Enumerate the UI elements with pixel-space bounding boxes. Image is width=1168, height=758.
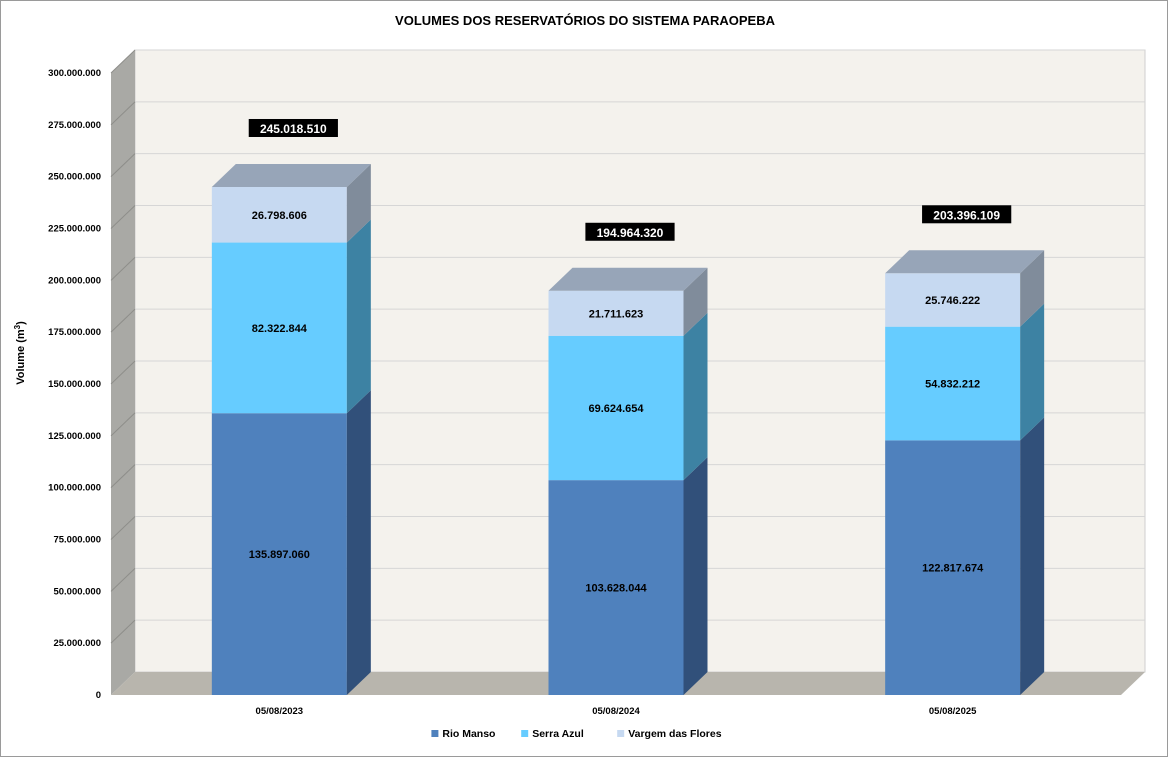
segment-value-label: 82.322.844 [252,323,308,335]
bar-segment-side [683,267,708,336]
y-tick-label: 150.000.000 [48,379,101,390]
legend-swatch [521,730,529,737]
bar-segment-front [885,326,1021,441]
y-tick-label: 175.000.000 [48,327,101,338]
legend-swatch [617,730,625,737]
y-tick-label: 125.000.000 [48,431,101,442]
gridline-side [110,256,136,281]
bar-top [885,250,1045,274]
bar-segment-side [346,163,371,243]
total-value-label: 194.964.320 [597,226,664,240]
y-tick-label: 225.000.000 [48,224,101,235]
segment-value-label: 26.798.606 [252,210,307,222]
y-tick-label: 200.000.000 [48,275,101,286]
bar-segment-side [346,219,371,414]
legend-label: Vargem das Flores [628,728,722,740]
gridline-side [110,412,136,437]
gridline-side [110,464,136,489]
bar-segment-front [885,273,1021,327]
legend-item[interactable]: Vargem das Flores [617,728,722,740]
bar-segment-front [548,290,684,336]
bar-segment-side [1020,303,1045,441]
y-axis-ticks: 0 25.000.000 50.000.000 75.000.000 100.000.0… [48,68,101,701]
y-tick-label: 0 [96,690,101,701]
bar-segment-side [1020,417,1045,695]
y-tick-label: 275.000.000 [48,120,101,131]
bar-segment-front [211,242,347,414]
total-label-box [248,118,338,137]
y-tick-label: 75.000.000 [53,535,101,546]
bar-segment-front [211,186,347,243]
y-tick-label: 25.000.000 [53,638,101,649]
gridline-side [110,619,136,644]
x-tick-label: 05/08/2023 [256,706,304,717]
segment-value-label: 103.628.044 [585,583,647,595]
gridline-side [110,49,136,74]
bar-segment-front [211,413,347,695]
gridline-side [110,101,136,126]
bar-segment-side [1020,250,1045,327]
bar-segment-side [346,390,371,695]
legend-label: Rio Manso [442,728,495,740]
bar-segment-side [683,312,708,481]
gridline-side [110,205,136,229]
legend[interactable]: Rio Manso Serra Azul Vargem das Flores [431,728,722,740]
gridline-side [110,516,136,540]
legend-label: Serra Azul [532,728,584,740]
total-value-label: 203.396.109 [933,208,1000,222]
bar-top [548,267,708,291]
total-label-box [585,222,675,241]
bar-segment-front [885,440,1021,695]
segment-value-label: 135.897.060 [249,549,310,561]
bar-segment-front [548,480,684,695]
total-label-box [922,205,1012,224]
y-tick-label: 50.000.000 [53,586,101,597]
gridline-side [110,153,136,178]
gridline-side [110,308,136,333]
bar-segment-side [683,457,708,695]
bar-stack: 135.897.060 82.322.844 26.798.606 245.018.5… [211,118,371,695]
segment-value-label: 25.746.222 [925,295,980,307]
y-tick-label: 100.000.000 [48,483,101,494]
y-axis-label: Volume (m3) [13,321,27,385]
bar-stack: 122.817.674 54.832.212 25.746.222 203.396.1… [885,205,1045,695]
x-tick-label: 05/08/2025 [929,706,977,717]
segment-value-label: 122.817.674 [922,563,984,575]
total-value-label: 245.018.510 [260,122,327,136]
x-axis-ticks: 05/08/2023 05/08/2024 05/08/2025 [256,706,978,717]
y-tick-label: 250.000.000 [48,172,101,183]
legend-swatch [431,730,439,737]
y-tick-label: 300.000.000 [48,68,101,79]
legend-item[interactable]: Serra Azul [521,728,584,740]
x-tick-label: 05/08/2024 [592,706,640,717]
segment-value-label: 21.711.623 [589,308,643,320]
bars: 135.897.060 82.322.844 26.798.606 245.018.5… [211,118,1045,695]
bar-segment-front [548,335,684,481]
gridline-side [110,567,136,592]
gridline-side [110,360,136,385]
segment-value-label: 69.624.654 [588,403,644,415]
bar-top [211,163,371,187]
bar-stack: 103.628.044 69.624.654 21.711.623 194.964.3… [548,222,708,695]
legend-item[interactable]: Rio Manso [431,728,495,740]
chart-title: VOLUMES DOS RESERVATÓRIOS DO SISTEMA PAR… [395,13,776,28]
segment-value-label: 54.832.212 [925,379,980,391]
